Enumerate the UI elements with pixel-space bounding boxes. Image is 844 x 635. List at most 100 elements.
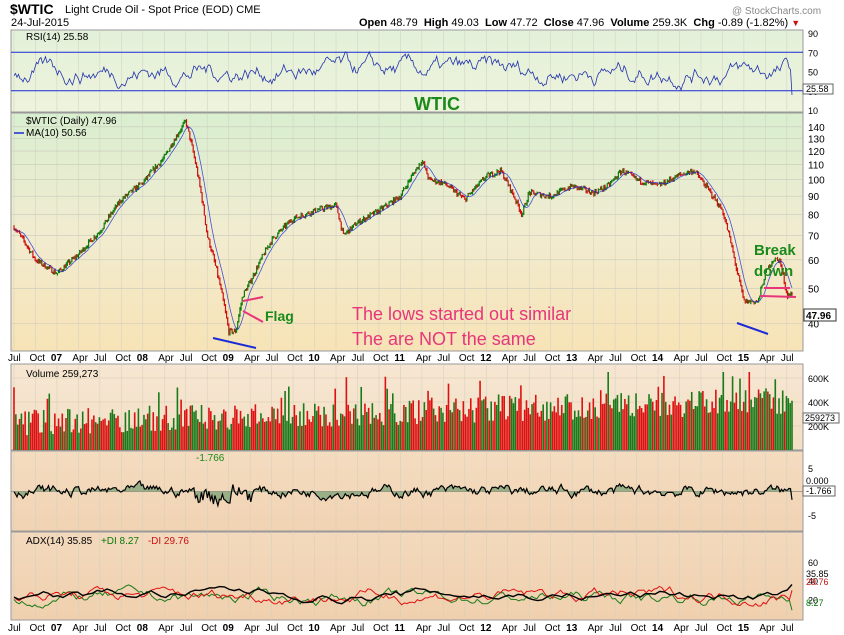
price-x-tick: 12 bbox=[480, 353, 492, 364]
adx-y-tick: 20 bbox=[808, 595, 818, 605]
low-value: 47.72 bbox=[510, 17, 538, 29]
trendline-2009-low bbox=[212, 337, 257, 349]
price-x-tick: 14 bbox=[652, 353, 664, 364]
rsi-panel bbox=[10, 29, 804, 113]
adx-x-tick: Apr bbox=[416, 623, 432, 634]
price-value-box bbox=[803, 308, 837, 322]
price-x-tick: Oct bbox=[631, 353, 647, 364]
price-x-tick: Jul bbox=[695, 353, 708, 364]
adx-x-tick: Oct bbox=[716, 623, 732, 634]
price-x-tick: Jul bbox=[180, 353, 193, 364]
rsi-line bbox=[13, 50, 793, 96]
adx-x-tick: Jul bbox=[781, 623, 794, 634]
price-y-tick: 50 bbox=[808, 284, 820, 295]
minus-di-value: 29.76 bbox=[806, 577, 829, 587]
adx-x-tick: Apr bbox=[244, 623, 260, 634]
price-x-tick: Jul bbox=[94, 353, 107, 364]
price-x-tick: Apr bbox=[674, 353, 690, 364]
adx-x-tick: Jul bbox=[695, 623, 708, 634]
adx-x-tick: Oct bbox=[115, 623, 131, 634]
rsi-y-tick: 70 bbox=[808, 48, 818, 58]
symbol: $WTIC bbox=[10, 1, 54, 17]
ma-line bbox=[13, 126, 793, 330]
osc-area bbox=[14, 480, 792, 506]
minus-di-line bbox=[13, 585, 793, 607]
price-y-tick: 60 bbox=[808, 256, 820, 267]
price-y-tick: 90 bbox=[808, 192, 820, 203]
price-y-tick: 40 bbox=[808, 319, 820, 330]
price-y-tick: 100 bbox=[808, 176, 825, 187]
adx-x-tick: Oct bbox=[545, 623, 561, 634]
lows-annotation-line2: The are NOT the same bbox=[352, 329, 536, 349]
rsi-value-box bbox=[802, 83, 834, 95]
lows-annotation-line1: The lows started out similar bbox=[352, 304, 571, 324]
adx-x-tick: Apr bbox=[674, 623, 690, 634]
rsi-y-tick: 90 bbox=[808, 29, 818, 39]
adx-x-tick: Apr bbox=[158, 623, 174, 634]
price-y-tick: 80 bbox=[808, 211, 820, 222]
exchange: CME bbox=[236, 4, 261, 16]
price-y-tick: 70 bbox=[808, 232, 820, 243]
price-x-tick: 15 bbox=[738, 353, 750, 364]
price-x-tick: Oct bbox=[459, 353, 475, 364]
adx-y-tick: 40 bbox=[808, 577, 818, 587]
adx-x-tick: 08 bbox=[137, 623, 149, 634]
adx-x-tick: Jul bbox=[8, 623, 21, 634]
rsi-y-tick: 10 bbox=[808, 106, 818, 116]
price-x-tick: Jul bbox=[351, 353, 364, 364]
price-x-tick: Apr bbox=[72, 353, 88, 364]
price-x-tick: 13 bbox=[566, 353, 578, 364]
volume-value: 259273 bbox=[805, 413, 835, 423]
volume-y-tick: 400K bbox=[808, 398, 829, 408]
adx-y-tick: 60 bbox=[808, 558, 818, 568]
adx-x-tick: 07 bbox=[51, 623, 63, 634]
price-y-tick: 120 bbox=[808, 147, 825, 158]
price-x-tick: Jul bbox=[781, 353, 794, 364]
price-x-tick: Jul bbox=[8, 353, 21, 364]
price-x-tick: Jul bbox=[266, 353, 279, 364]
flag-line-lower bbox=[242, 310, 264, 323]
volume-value-box bbox=[802, 412, 840, 424]
adx-x-tick: 14 bbox=[652, 623, 664, 634]
price-x-tick: 08 bbox=[137, 353, 149, 364]
price-x-tick: Oct bbox=[29, 353, 45, 364]
volume-value: 259.3K bbox=[652, 17, 688, 29]
down-arrow-icon: ▼ bbox=[791, 18, 801, 28]
price-x-tick: Apr bbox=[416, 353, 432, 364]
price-x-tick: Oct bbox=[716, 353, 732, 364]
adx-legend: ADX(14) 35.85 +DI 8.27 -DI 29.76 bbox=[26, 536, 189, 547]
price-x-tick: Apr bbox=[759, 353, 775, 364]
price-y-tick: 110 bbox=[808, 161, 824, 172]
chg-value: -0.89 (-1.82%) bbox=[717, 17, 789, 29]
price-x-tick: Jul bbox=[609, 353, 622, 364]
adx-x-tick: Jul bbox=[609, 623, 622, 634]
volume-y-tick: 200K bbox=[808, 422, 829, 432]
adx-x-tick: Oct bbox=[459, 623, 475, 634]
adx-x-tick: 09 bbox=[223, 623, 235, 634]
price-x-tick: Oct bbox=[115, 353, 131, 364]
price-x-tick: 10 bbox=[309, 353, 321, 364]
osc-y-tick: 5 bbox=[808, 464, 813, 474]
adx-x-tick: Jul bbox=[94, 623, 107, 634]
volume-y-tick: 600K bbox=[808, 374, 829, 384]
adx-x-tick: 12 bbox=[480, 623, 492, 634]
price-x-tick: 11 bbox=[394, 353, 405, 364]
adx-x-tick: Jul bbox=[437, 623, 450, 634]
adx-line bbox=[13, 584, 793, 605]
adx-x-tick: Apr bbox=[72, 623, 88, 634]
price-x-tick: Apr bbox=[588, 353, 604, 364]
price-x-tick: 09 bbox=[223, 353, 235, 364]
osc-value-box bbox=[802, 485, 836, 497]
ma-legend: MA(10) 50.56 bbox=[26, 128, 87, 139]
open-value: 48.79 bbox=[390, 17, 418, 29]
adx-x-tick: Jul bbox=[180, 623, 193, 634]
break-annotation: Break bbox=[754, 242, 796, 259]
price-x-tick: Apr bbox=[158, 353, 174, 364]
symbol-title: $WTIC bbox=[10, 1, 54, 17]
trendline-2015-low bbox=[736, 322, 769, 335]
price-x-tick: Oct bbox=[201, 353, 217, 364]
adx-x-tick: 11 bbox=[394, 623, 405, 634]
adx-x-tick: Oct bbox=[373, 623, 389, 634]
stockcharts-watermark: @ StockCharts.com bbox=[732, 6, 822, 17]
